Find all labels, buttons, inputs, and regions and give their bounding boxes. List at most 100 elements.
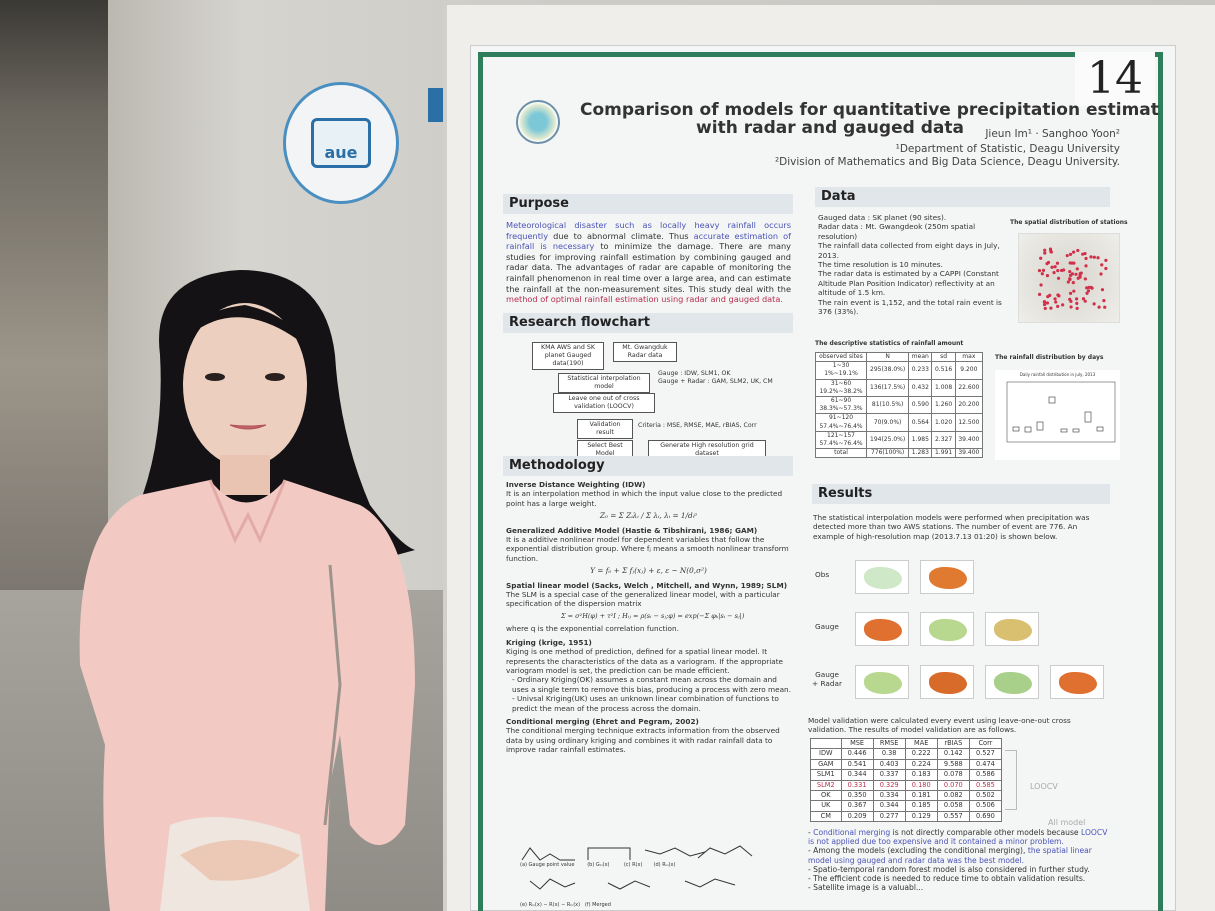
station-dot (1075, 267, 1079, 271)
station-dot (1071, 250, 1076, 254)
poster-number: 14 (1075, 52, 1155, 106)
c4: The efficient code is needed to reduce t… (813, 874, 1086, 884)
val-cell: CM (810, 810, 842, 823)
conclusion-1: - Conditional merging is not directly co… (808, 828, 1108, 847)
station-dot (1084, 264, 1088, 268)
stats-total-cell: 1.283 (908, 448, 933, 459)
val-row: CM 0.209 0.277 0.129 0.557 0.690 (810, 810, 1003, 823)
val-cell: 0.277 (872, 810, 906, 823)
map-region (929, 619, 967, 641)
station-dot (1102, 299, 1106, 303)
c3: Spatio-temporal random forest model is a… (813, 864, 1090, 874)
conclusion-3: - Spatio-temporal random forest model is… (808, 864, 1090, 874)
stats-header-cell: max (954, 351, 984, 363)
map-caption: The spatial distribution of stations (1010, 219, 1128, 226)
data-bullet: The time resolution is 10 minutes. (818, 260, 943, 270)
data-bullet: The rainfall data collected from eight d… (818, 241, 1000, 260)
station-dot (1089, 255, 1093, 259)
val-row: UK 0.367 0.344 0.185 0.058 0.506 (810, 800, 1003, 812)
val-header-row: MSE RMSE MAE rBIAS Corr (810, 737, 1003, 750)
station-dot (1072, 289, 1076, 293)
purpose-text: Meteorological disaster such as locally … (506, 220, 791, 305)
data-heading: Data (815, 187, 1110, 207)
stats-site-range: 1~30 (832, 362, 850, 370)
row-label-gauge-radar: Gauge + Radar (812, 670, 842, 689)
affiliation-1: ¹Department of Statistic, Deagu Universi… (895, 143, 1120, 155)
cm-panel-labels-2: (e) Rᵢₙ(x) − R(x) − Rᵢₙ(x) (f) Merged (520, 902, 611, 908)
val-cell: OK (810, 790, 842, 802)
station-dot (1092, 302, 1096, 306)
data-bullet: The radar data is estimated by a CAPPI (… (818, 269, 999, 298)
val-row: SLM2 0.331 0.329 0.180 0.070 0.585 (810, 779, 1003, 792)
method-kriging-uk: - Univsal Kriging(UK) uses an unknown li… (512, 694, 779, 713)
conclusion-5: - Satellite image is a valuabl... (808, 883, 924, 893)
map-region (994, 672, 1032, 694)
university-logo: aue (283, 82, 399, 204)
result-map (1050, 665, 1104, 699)
all-model-label: All model (1048, 818, 1086, 827)
bag-strap (323, 564, 342, 826)
val-cell: 0.474 (968, 758, 1003, 771)
purpose-heading: Purpose (503, 194, 793, 214)
station-dot (1046, 294, 1050, 299)
loocv-label: LOOCV (1030, 782, 1058, 791)
stats-header-cell: mean (908, 351, 933, 363)
station-dot (1068, 270, 1072, 274)
method-kriging-text: Kiging is one method of prediction, defi… (506, 647, 784, 675)
station-dot (1056, 276, 1061, 280)
method-slm-after: where q is the exponential correlation f… (506, 624, 679, 634)
val-cell: 0.331 (840, 779, 874, 792)
c2-b: the spatial linear model using gauged an… (808, 846, 1092, 865)
station-dot (1056, 268, 1060, 273)
station-dot (1046, 260, 1051, 265)
result-map (985, 665, 1039, 699)
stats-site-pct: 38.3%~57.3% (819, 405, 863, 413)
station-dot (1069, 299, 1073, 303)
val-cell: IDW (810, 748, 842, 760)
lips (229, 424, 267, 430)
stats-cell: 0.590 (908, 396, 933, 415)
stats-cell: 0.516 (931, 361, 956, 380)
val-cell: 0.142 (936, 748, 970, 760)
val-cell: 0.690 (968, 810, 1003, 823)
val-cell: 0.502 (968, 790, 1003, 802)
conclusion-4: - The efficient code is needed to reduce… (808, 874, 1086, 884)
map-region (864, 619, 902, 641)
val-cell: 0.209 (840, 810, 874, 823)
val-cell: SLM2 (810, 779, 842, 792)
val-row: SLM1 0.344 0.337 0.183 0.078 0.586 (810, 769, 1003, 781)
val-row: OK 0.350 0.334 0.181 0.082 0.502 (810, 790, 1003, 802)
cm-panel-d: (d) Rᵢₙ(x) (653, 862, 676, 868)
val-cell: 0.541 (840, 758, 874, 771)
c5: Satellite image is a valuabl... (813, 883, 924, 893)
method-slm-formula: Σ = σ²H(φ) + τ²I ; Hᵢⱼ = ρ(sᵢ − sⱼ;φ) = … (561, 611, 745, 620)
station-dot (1037, 268, 1042, 273)
method-idw-text: It is an interpolation method in which t… (506, 489, 783, 508)
cm-panel-e: (e) Rᵢₙ(x) − R(x) − Rᵢₙ(x) (520, 902, 581, 908)
station-dot (1042, 300, 1047, 304)
stats-cell: 39.400 (954, 430, 984, 450)
val-cell: 0.129 (904, 810, 938, 823)
cm-panel-c: (c) R(x) (623, 862, 643, 868)
validation-text: Model validation were calculated every e… (808, 716, 1071, 735)
station-dot (1097, 305, 1101, 309)
stats-cell: 20.200 (954, 396, 984, 415)
stats-cell: 9.200 (954, 361, 984, 380)
stats-site-cell: 31~60 19.2%~38.2% (814, 378, 868, 398)
result-map (855, 612, 909, 646)
station-dot (1050, 265, 1054, 269)
poster-title-line2: with radar and gauged data (696, 118, 964, 138)
method-idw-title: Inverse Distance Weighting (IDW) (506, 480, 646, 489)
cm-curves-row1 (521, 845, 753, 861)
flow-box-radar: Mt. Gwangduk Radar data (613, 342, 677, 362)
val-header-cell: MAE (904, 737, 938, 750)
map-region (994, 619, 1032, 641)
method-gam-title: Generalized Additive Model (Hastie & Tib… (506, 525, 758, 535)
flow-box-gauge: KMA AWS and SK planet Gauged data(190) (532, 342, 604, 370)
station-dot (1069, 305, 1073, 309)
val-cell: 0.557 (936, 810, 970, 823)
flow-box-loocv: Leave one out of cross validation (LOOCV… (553, 393, 655, 413)
station-dot (1092, 255, 1096, 259)
row-label-gauge: Gauge (815, 622, 839, 631)
